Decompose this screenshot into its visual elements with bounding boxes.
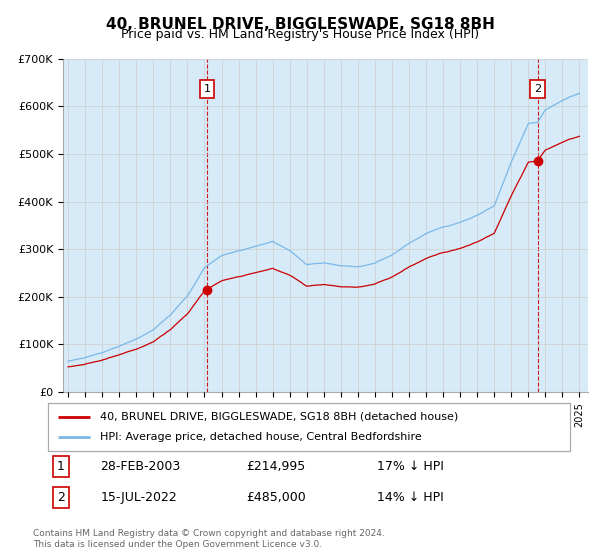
Text: 28-FEB-2003: 28-FEB-2003	[100, 460, 181, 473]
Text: Price paid vs. HM Land Registry's House Price Index (HPI): Price paid vs. HM Land Registry's House …	[121, 28, 479, 41]
Text: 17% ↓ HPI: 17% ↓ HPI	[377, 460, 444, 473]
Text: HPI: Average price, detached house, Central Bedfordshire: HPI: Average price, detached house, Cent…	[100, 432, 422, 442]
Text: 1: 1	[203, 84, 211, 94]
Text: 15-JUL-2022: 15-JUL-2022	[100, 491, 177, 504]
Text: Contains HM Land Registry data © Crown copyright and database right 2024.
This d: Contains HM Land Registry data © Crown c…	[33, 529, 385, 549]
Text: 2: 2	[57, 491, 65, 504]
Text: 40, BRUNEL DRIVE, BIGGLESWADE, SG18 8BH: 40, BRUNEL DRIVE, BIGGLESWADE, SG18 8BH	[106, 17, 494, 32]
Text: £485,000: £485,000	[247, 491, 306, 504]
Text: 2: 2	[534, 84, 541, 94]
Text: £214,995: £214,995	[247, 460, 305, 473]
Text: 1: 1	[57, 460, 65, 473]
Text: 40, BRUNEL DRIVE, BIGGLESWADE, SG18 8BH (detached house): 40, BRUNEL DRIVE, BIGGLESWADE, SG18 8BH …	[100, 412, 458, 422]
Text: 14% ↓ HPI: 14% ↓ HPI	[377, 491, 443, 504]
